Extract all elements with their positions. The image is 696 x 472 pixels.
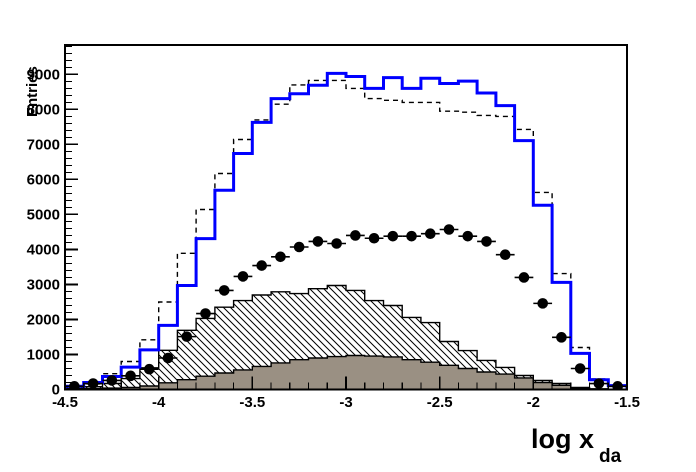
data-point-marker [443, 224, 455, 235]
y-tick-label: 2000 [27, 311, 60, 328]
y-tick-label: 8000 [27, 101, 60, 118]
data-point-marker [612, 381, 623, 390]
y-tick-label: 5000 [27, 206, 60, 223]
x-tick-label: -4 [152, 394, 166, 411]
data-point-marker [593, 378, 605, 389]
data-point-marker [69, 381, 80, 390]
y-axis-title: Entries [24, 66, 41, 117]
data-point-marker [537, 298, 548, 309]
blue-histogram-path [65, 71, 627, 390]
y-tick-label: 1000 [27, 346, 60, 363]
data-point-marker [368, 232, 380, 244]
data-point-marker [200, 308, 211, 319]
x-tick-label: -1.5 [614, 394, 640, 411]
data-point-marker [499, 249, 511, 261]
data-point-marker [406, 230, 417, 242]
x-tick-label: -4.5 [52, 394, 78, 411]
x-axis-title-subscript: da [599, 446, 622, 467]
data-point-marker [518, 272, 530, 283]
x-tick-label: -2.5 [427, 394, 453, 411]
data-point-marker [87, 378, 99, 389]
dashed-histogram-path [65, 79, 627, 390]
data-point-marker [106, 375, 118, 386]
data-point-marker [144, 363, 155, 375]
data-point-marker [125, 370, 136, 382]
data-point-marker [293, 241, 305, 253]
data-point-marker [275, 251, 286, 263]
y-tick-label: 4000 [27, 241, 60, 258]
data-point-marker [312, 236, 324, 247]
data-point-marker [462, 230, 474, 242]
data-point-marker [387, 230, 399, 242]
y-tick-label: 6000 [27, 171, 60, 188]
data-point-marker [556, 332, 567, 343]
data-point-marker [481, 236, 492, 247]
y-tick-label: 0 [52, 382, 60, 399]
data-point-marker [574, 363, 586, 374]
data-point-marker [181, 331, 193, 342]
x-tick-label: -2 [527, 394, 540, 411]
series-layer [65, 71, 627, 390]
y-tick-label: 3000 [27, 276, 60, 293]
data-point-marker [350, 230, 361, 241]
axes-layer: -4.5 -4 -3.5 -3 -2.5 -2 -1.5 0 1000 2000 3000 4000 5… [27, 44, 640, 411]
x-tick-label: -3 [339, 394, 352, 411]
x-axis-title: log x [531, 424, 594, 454]
y-tick-label: 7000 [27, 136, 60, 153]
x-tick-label: -3.5 [239, 394, 265, 411]
data-point-marker [237, 271, 249, 282]
data-point-marker [331, 238, 342, 249]
y-tick-label: 9000 [27, 66, 60, 83]
data-point-marker [425, 228, 436, 240]
data-point-marker [218, 285, 230, 296]
data-point-marker [256, 260, 268, 271]
data-point-marker [162, 352, 174, 364]
data-points-group [65, 224, 627, 390]
